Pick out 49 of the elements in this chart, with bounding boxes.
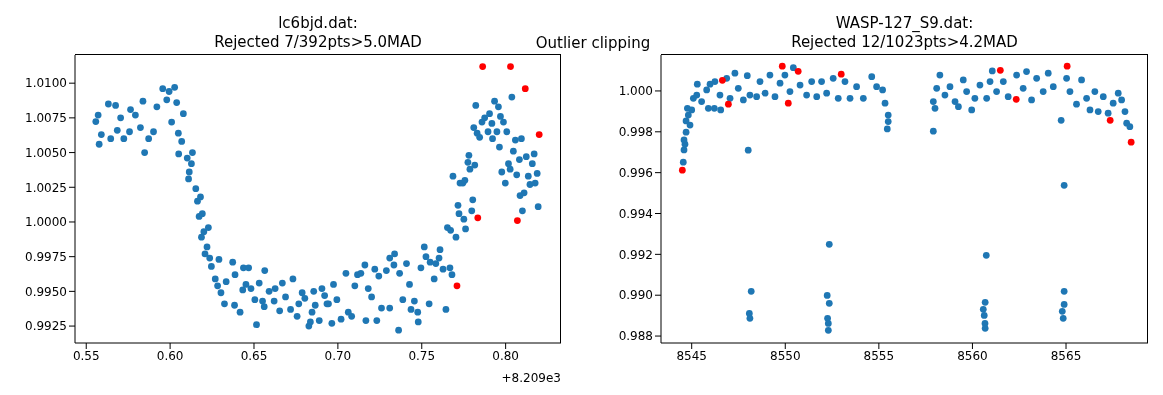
point: [521, 85, 529, 93]
chart-title: lc6bjd.dat: Rejected 7/392pts>5.0MAD: [214, 14, 422, 52]
y-tick-label: 1.0050: [25, 145, 67, 160]
point: [724, 100, 732, 108]
x-tick-label: 0.55: [72, 348, 100, 363]
y-tick-label: 0.9950: [25, 284, 67, 299]
y-tick-label: 1.000: [618, 84, 653, 99]
point: [794, 67, 802, 75]
x-tick-label: 0.80: [492, 348, 519, 363]
x-tick-label: 8560: [957, 348, 988, 363]
point: [453, 282, 461, 290]
x-tick-label: 8565: [1050, 348, 1082, 363]
point: [474, 214, 482, 222]
point: [479, 63, 487, 70]
point: [1063, 62, 1071, 70]
x-tick-label: 0.60: [156, 348, 184, 363]
y-tick-label: 1.0075: [25, 111, 67, 126]
point: [1127, 138, 1135, 146]
point: [1106, 116, 1114, 124]
point: [784, 99, 792, 107]
point: [1012, 95, 1020, 103]
y-tick-label: 1.0025: [25, 180, 67, 195]
point: [514, 217, 521, 224]
text: Outlier clipping: [535, 34, 651, 52]
point: [837, 70, 845, 78]
y-tick-label: 0.9925: [25, 319, 67, 334]
x-axis-title: +8.209e3: [501, 371, 561, 385]
y-tick-label: 0.994: [618, 206, 653, 221]
y-tick-label: 0.992: [618, 247, 653, 262]
point: [535, 131, 543, 138]
y-tick-label: 0.998: [618, 125, 653, 140]
point: [996, 66, 1004, 74]
chart-title: WASP-127_S9.dat: Rejected 12/1023pts>4.2MAD: [791, 14, 1018, 52]
x-tick-label: 8555: [863, 348, 895, 363]
x-tick-label: 0.75: [408, 348, 436, 363]
y-tick-label: 1.0000: [25, 215, 67, 230]
y-tick-label: 0.9975: [25, 249, 67, 264]
point: [719, 76, 726, 84]
y-tick-label: 0.988: [618, 329, 653, 344]
y-tick-label: 0.990: [618, 288, 653, 303]
point: [678, 166, 686, 174]
point: [778, 62, 786, 70]
y-tick-label: 1.0100: [25, 76, 67, 91]
x-tick-label: 0.70: [324, 348, 352, 363]
point: [507, 63, 514, 70]
x-tick-label: 8545: [676, 348, 707, 363]
x-tick-label: 0.65: [240, 348, 268, 363]
y-tick-label: 0.996: [618, 165, 653, 180]
x-tick-label: 8550: [770, 348, 801, 363]
